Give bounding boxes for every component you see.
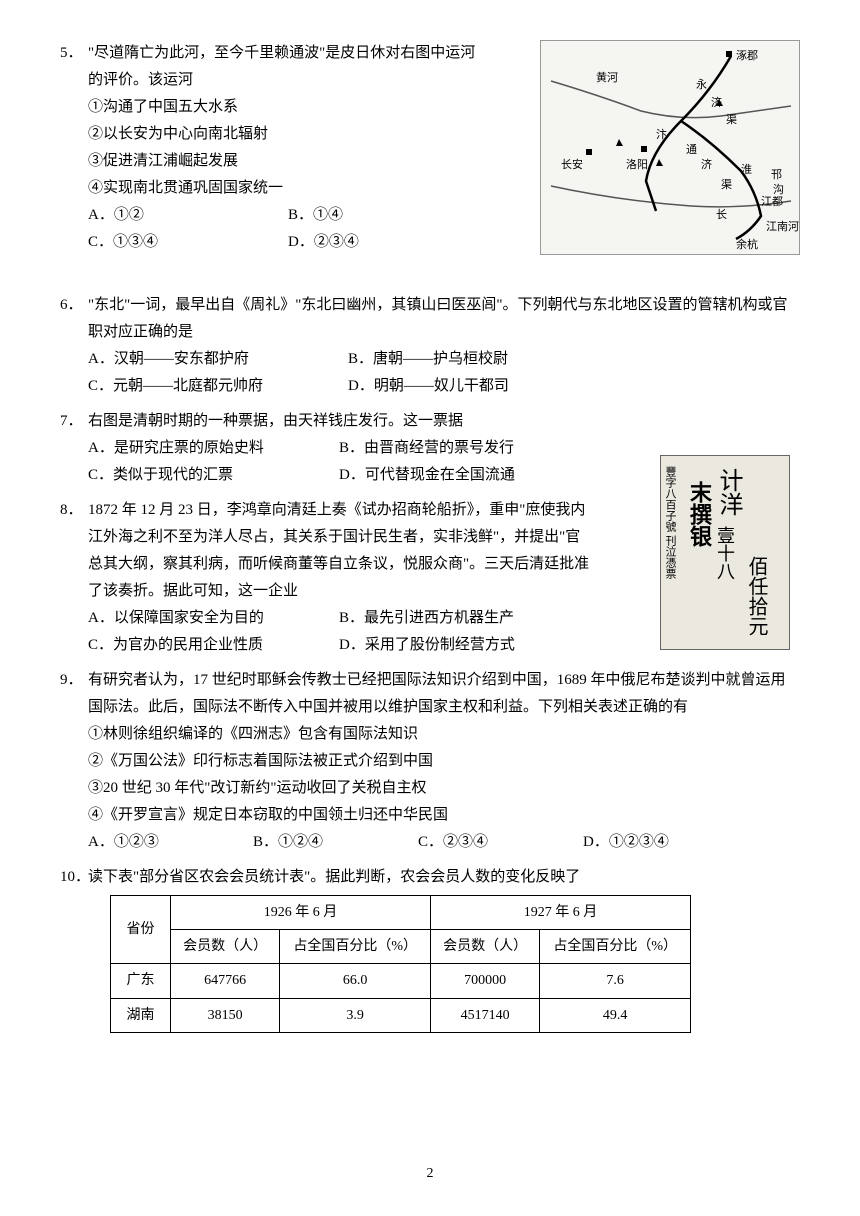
q6-choice-d: D．明朝——奴儿干都司 [348, 373, 608, 400]
ticket-edge: 豐字八百子號 刊泣憑票 [660, 466, 679, 579]
cell-m2: 700000 [431, 964, 540, 998]
q5-choice-c: C．①③④ [88, 229, 288, 256]
map-label-bian: 汴 [656, 126, 667, 146]
map-label-changan: 长安 [561, 156, 583, 176]
question-8: 8． 1872 年 12 月 23 日，李鸿章向清廷上奏《试办招商轮船折》，重申… [60, 497, 590, 659]
cell-p1: 66.0 [280, 964, 431, 998]
q8-choice-b: B．最先引进西方机器生产 [339, 605, 590, 632]
q8-choice-c: C．为官办的民用企业性质 [88, 632, 339, 659]
q9-opt2: ②《万国公法》印行标志着国际法被正式介绍到中国 [60, 748, 800, 775]
cell-p2: 7.6 [540, 964, 691, 998]
q7-choice-b: B．由晋商经营的票号发行 [339, 435, 590, 462]
map-label-qu2: 渠 [721, 176, 732, 196]
map-label-luoyang: 洛阳 [626, 156, 648, 176]
th-percent-2: 占全国百分比（%） [540, 930, 691, 964]
question-5: 5． "尽道隋亡为此河，至今千里赖通波"是皮日休对右图中运河的评价。该运河 ①沟… [60, 40, 490, 256]
q7-choice-c: C．类似于现代的汇票 [88, 462, 339, 489]
map-label-zhuojun: 涿郡 [736, 47, 758, 67]
q7-num: 7． [60, 408, 88, 435]
ticket-t3: 末撰银 [679, 481, 719, 547]
map-label-ji2: 济 [701, 156, 712, 176]
cell-m2: 4517140 [431, 998, 540, 1032]
q6-num: 6． [60, 292, 88, 346]
q8-stem: 1872 年 12 月 23 日，李鸿章向清廷上奏《试办招商轮船折》，重申"庶使… [88, 497, 590, 605]
map-label-tong: 通 [686, 141, 697, 161]
q5-choice-b: B．①④ [288, 202, 488, 229]
q5-choice-d: D．②③④ [288, 229, 488, 256]
question-10: 10． 读下表"部分省区农会会员统计表"。据此判断，农会会员人数的变化反映了 省… [60, 864, 800, 1033]
q9-num: 9． [60, 667, 88, 721]
q5-opt3: ③促进清江浦崛起发展 [60, 148, 490, 175]
th-percent-1: 占全国百分比（%） [280, 930, 431, 964]
th-members-2: 会员数（人） [431, 930, 540, 964]
map-label-chang: 长 [716, 206, 727, 226]
q8-choice-d: D．采用了股份制经营方式 [339, 632, 590, 659]
th-province: 省份 [111, 896, 171, 964]
cell-p1: 3.9 [280, 998, 431, 1032]
th-members-1: 会员数（人） [171, 930, 280, 964]
ticket-t4: 佰任拾元 [738, 556, 774, 636]
map-label-yongji: 永 [696, 76, 707, 96]
th-1926: 1926 年 6 月 [171, 896, 431, 930]
q10-stem: 读下表"部分省区农会会员统计表"。据此判断，农会会员人数的变化反映了 [88, 864, 800, 891]
q5-stem: "尽道隋亡为此河，至今千里赖通波"是皮日休对右图中运河的评价。该运河 [88, 40, 490, 94]
canal-map-figure: 涿郡 黄河 永 济 渠 汴 长安 洛阳 通 济 淮 渠 邗 沟 江都 长 江南河… [540, 40, 800, 255]
q9-stem: 有研究者认为，17 世纪时耶稣会传教士已经把国际法知识介绍到中国，1689 年中… [88, 667, 800, 721]
q8-num: 8． [60, 497, 88, 605]
canal-map-svg [541, 41, 800, 255]
q7-choice-d: D．可代替现金在全国流通 [339, 462, 590, 489]
q9-opt4: ④《开罗宣言》规定日本窃取的中国领土归还中华民国 [60, 802, 800, 829]
cell-prov: 湖南 [111, 998, 171, 1032]
q9-choice-d: D．①②③④ [583, 829, 748, 856]
map-label-qu: 渠 [726, 111, 737, 131]
question-9: 9． 有研究者认为，17 世纪时耶稣会传教士已经把国际法知识介绍到中国，1689… [60, 667, 800, 856]
map-label-huai: 淮 [741, 161, 752, 181]
cell-m1: 38150 [171, 998, 280, 1032]
q10-table: 省份 1926 年 6 月 1927 年 6 月 会员数（人） 占全国百分比（%… [110, 895, 691, 1033]
map-label-yuhang: 余杭 [736, 236, 758, 255]
map-label-huanghe: 黄河 [596, 69, 618, 89]
q9-opt3: ③20 世纪 30 年代"改订新约"运动收回了关税自主权 [60, 775, 800, 802]
th-1927: 1927 年 6 月 [431, 896, 691, 930]
page-number: 2 [0, 1161, 860, 1186]
q6-choice-b: B．唐朝——护乌桓校尉 [348, 346, 608, 373]
map-label-ji: 济 [711, 94, 722, 114]
qing-ticket-figure: 计洋 壹十八 末撰银 佰任拾元 豐字八百子號 刊泣憑票 [660, 455, 790, 650]
q9-choice-a: A．①②③ [88, 829, 253, 856]
table-row: 广东 647766 66.0 700000 7.6 [111, 964, 691, 998]
q5-opt4: ④实现南北贯通巩固国家统一 [60, 175, 490, 202]
q9-choice-c: C．②③④ [418, 829, 583, 856]
question-7: 7． 右图是清朝时期的一种票据，由天祥钱庄发行。这一票据 A．是研究庄票的原始史… [60, 408, 590, 489]
cell-p2: 49.4 [540, 998, 691, 1032]
q7-choice-a: A．是研究庄票的原始史料 [88, 435, 339, 462]
q8-choice-a: A．以保障国家安全为目的 [88, 605, 339, 632]
map-label-jiang: 江南河 [766, 218, 799, 238]
cell-m1: 647766 [171, 964, 280, 998]
q5-opt1: ①沟通了中国五大水系 [60, 94, 490, 121]
q9-opt1: ①林则徐组织编译的《四洲志》包含有国际法知识 [60, 721, 800, 748]
q5-choice-a: A．①② [88, 202, 288, 229]
q6-choice-a: A．汉朝——安东都护府 [88, 346, 348, 373]
q10-num: 10． [60, 864, 88, 891]
q6-stem: "东北"一词，最早出自《周礼》"东北曰幽州，其镇山曰医巫闾"。下列朝代与东北地区… [88, 292, 800, 346]
table-row: 湖南 38150 3.9 4517140 49.4 [111, 998, 691, 1032]
map-label-jiangdu: 江都 [761, 193, 783, 213]
question-6: 6． "东北"一词，最早出自《周礼》"东北曰幽州，其镇山曰医巫闾"。下列朝代与东… [60, 292, 800, 400]
q9-choice-b: B．①②④ [253, 829, 418, 856]
q6-choice-c: C．元朝——北庭都元帅府 [88, 373, 348, 400]
q5-opt2: ②以长安为中心向南北辐射 [60, 121, 490, 148]
q7-stem: 右图是清朝时期的一种票据，由天祥钱庄发行。这一票据 [88, 408, 590, 435]
cell-prov: 广东 [111, 964, 171, 998]
q5-num: 5． [60, 40, 88, 94]
